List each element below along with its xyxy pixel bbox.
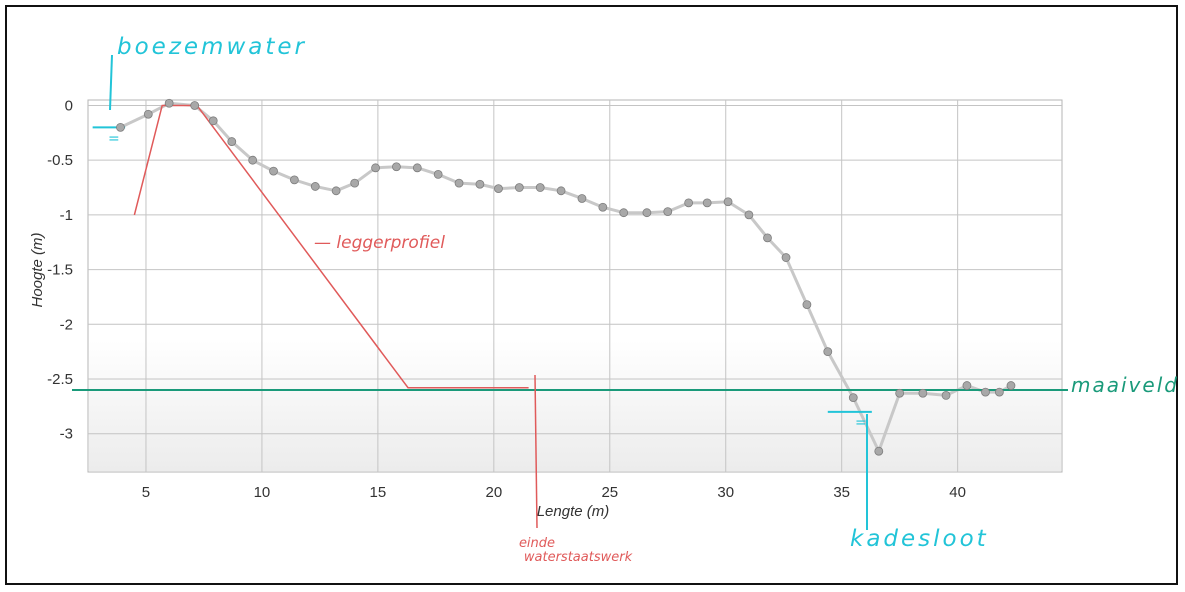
data-point [514, 183, 524, 192]
x-tick-label: 20 [485, 484, 502, 501]
water-symbol-left: = [108, 131, 120, 147]
data-point [874, 446, 884, 456]
height-profile-points [116, 98, 1016, 456]
y-tick-label: -1.5 [47, 262, 73, 279]
boezemwater-label: boezemwater [117, 34, 307, 60]
x-tick-labels: 5 10 15 20 25 30 35 40 [142, 484, 966, 501]
data-point [981, 387, 990, 397]
y-axis-title: Hoogte (m) [29, 232, 46, 307]
data-point [454, 178, 464, 188]
einde-label-line1: einde [519, 536, 555, 551]
data-point [941, 391, 951, 400]
data-point [350, 178, 360, 188]
x-axis-title: Lengte (m) [537, 503, 610, 520]
y-tick-label: -2.5 [47, 371, 73, 388]
y-tick-labels: 0 -0.5 -1 -1.5 -2 -2.5 -3 [47, 97, 73, 442]
y-tick-label: -3 [60, 426, 73, 443]
leggerprofiel-label: — leggerprofiel [314, 233, 445, 253]
data-point [556, 186, 566, 196]
data-point [619, 208, 629, 218]
data-point [248, 155, 258, 165]
water-symbol-right: = [855, 415, 867, 431]
data-point [642, 208, 652, 218]
data-point [535, 183, 545, 192]
y-tick-label: -1 [60, 207, 73, 224]
data-point [598, 202, 608, 212]
data-point [494, 184, 503, 194]
data-point [116, 122, 125, 132]
data-point [331, 186, 341, 196]
data-point [412, 163, 422, 173]
plot-lower-shade [89, 340, 1061, 471]
data-point [371, 163, 380, 173]
data-point [763, 233, 772, 243]
data-point [433, 169, 443, 179]
data-point [392, 162, 401, 172]
maaiveld-label: maaiveld [1071, 373, 1179, 397]
data-point [802, 300, 812, 310]
data-point [663, 207, 673, 217]
data-point [1006, 381, 1016, 390]
y-tick-label: 0 [65, 97, 73, 114]
data-point [895, 388, 905, 398]
data-point [190, 101, 200, 110]
data-point [577, 194, 587, 203]
data-point [475, 179, 485, 189]
data-point [781, 253, 791, 262]
einde-label-line2: waterstaatswerk [524, 550, 633, 565]
data-point [702, 198, 712, 208]
data-point [269, 166, 278, 176]
x-tick-label: 5 [142, 484, 150, 501]
data-point [962, 381, 972, 390]
x-tick-label: 15 [370, 484, 387, 501]
x-tick-label: 10 [254, 484, 271, 501]
data-point [823, 347, 833, 357]
data-point [848, 393, 858, 403]
data-point [744, 210, 754, 220]
x-tick-label: 25 [601, 484, 618, 501]
x-tick-label: 40 [949, 484, 966, 501]
data-point [684, 198, 694, 208]
y-tick-label: -0.5 [47, 152, 73, 169]
y-tick-label: -2 [60, 316, 73, 333]
data-point [918, 388, 928, 398]
data-point [227, 137, 237, 146]
data-point [164, 98, 174, 108]
data-point [289, 175, 299, 185]
data-point [994, 387, 1004, 397]
x-tick-label: 30 [717, 484, 734, 501]
kadesloot-label: kadesloot [850, 526, 989, 552]
data-point [143, 109, 153, 119]
data-point [723, 197, 733, 207]
grid-lines [88, 100, 1062, 472]
data-point [310, 182, 320, 191]
x-tick-label: 35 [833, 484, 850, 501]
boezemwater-pointer [109, 54, 113, 111]
einde-pointer [534, 374, 538, 529]
data-point [208, 116, 218, 126]
